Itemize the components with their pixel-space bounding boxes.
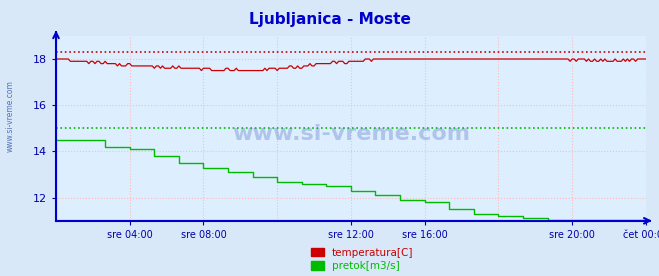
Legend: temperatura[C], pretok[m3/s]: temperatura[C], pretok[m3/s] [311, 248, 414, 271]
Text: Ljubljanica - Moste: Ljubljanica - Moste [248, 12, 411, 27]
Text: www.si-vreme.com: www.si-vreme.com [5, 80, 14, 152]
Text: www.si-vreme.com: www.si-vreme.com [232, 124, 470, 144]
